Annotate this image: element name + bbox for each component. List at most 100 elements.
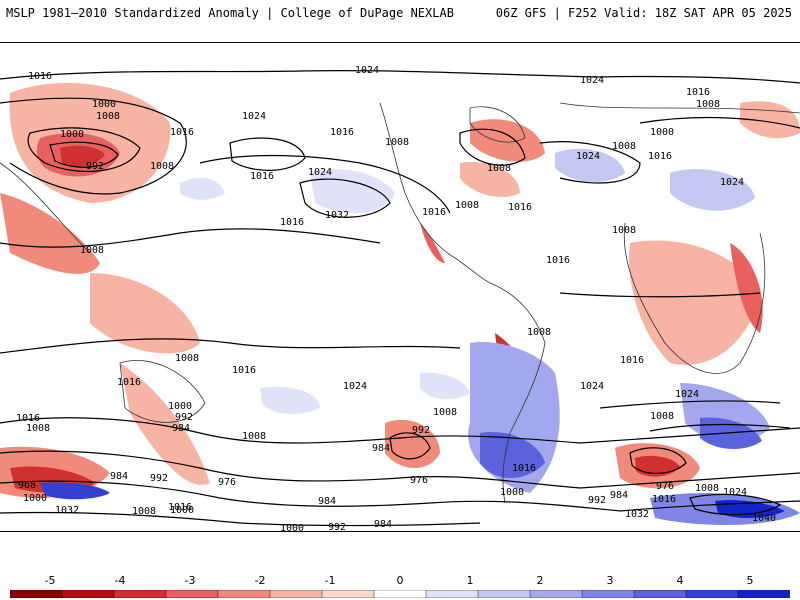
- isobar-labels: 1016 1024 1024 1000 1008 1000 992 1008 1…: [16, 65, 776, 531]
- label-976-so-3: 976: [656, 481, 674, 492]
- label-1000-so-3: 1000: [23, 493, 47, 504]
- label-1008-ea-3: 1008: [612, 225, 636, 236]
- anomaly-neg-core-2: [60, 145, 105, 167]
- label-1016-ul: 1016: [170, 127, 194, 138]
- label-1032-so-2: 1032: [625, 509, 649, 520]
- label-1008-na-2: 1008: [487, 163, 511, 174]
- anomaly-neg-south-atlantic-core: [635, 455, 680, 477]
- label-1024-ea-2: 1024: [720, 177, 744, 188]
- label-1008-np: 1008: [385, 137, 409, 148]
- label-1024-top-right: 1024: [580, 75, 604, 86]
- label-1000-so-2: 1000: [170, 505, 194, 516]
- isobar-21: [599, 400, 781, 409]
- label-992-so-1: 992: [175, 412, 193, 423]
- map-canvas: 1016 1024 1024 1000 1008 1000 992 1008 1…: [0, 65, 800, 531]
- label-1008-sm-1: 1008: [26, 423, 50, 434]
- label-1016-so-2: 1016: [512, 463, 536, 474]
- isobar-2: [0, 97, 187, 195]
- label-1016-ea-1: 1016: [648, 151, 672, 162]
- label-968-so: 968: [18, 480, 36, 491]
- label-1000-so-5: 1000: [500, 487, 524, 498]
- label-1008-so-2: 1008: [132, 506, 156, 517]
- colorbar-tick-neg4: -4: [114, 574, 126, 587]
- colorbar-tick-1: 1: [466, 574, 474, 587]
- colorbar-segment: [477, 590, 531, 598]
- label-1024-so: 1024: [723, 487, 747, 498]
- label-976-so-1: 976: [218, 477, 236, 488]
- label-1008-tr-2: 1008: [175, 353, 199, 364]
- label-1016-tr-2: 1016: [546, 255, 570, 266]
- anomaly-pos-sw-blue: [40, 482, 110, 500]
- label-1024-np-1: 1024: [242, 111, 266, 122]
- label-1016-np-2: 1016: [330, 127, 354, 138]
- label-1024-ea-1: 1024: [576, 151, 600, 162]
- isobar-7: [199, 154, 451, 214]
- label-1016-ea-2: 1016: [686, 87, 710, 98]
- label-1016-top-left: 1016: [28, 71, 52, 82]
- label-1008-sm-3: 1008: [650, 411, 674, 422]
- colorbar-tick-neg5: -5: [44, 574, 56, 587]
- label-1024-top-mid: 1024: [355, 65, 379, 76]
- colorbar-tick-4: 4: [676, 574, 684, 587]
- isobar-20: [459, 128, 526, 166]
- colorbar-segment: [633, 590, 687, 598]
- colorbar-tick-neg1: -1: [324, 574, 336, 587]
- valid-time: 06Z GFS | F252 Valid: 18Z SAT APR 05 202…: [495, 6, 792, 20]
- isobar-6: [299, 178, 391, 218]
- coastlines: [0, 102, 800, 504]
- coast-africa: [623, 222, 766, 374]
- label-1016-sm-4: 1016: [620, 355, 644, 366]
- label-1000-ul-2: 1000: [60, 129, 84, 140]
- label-1008-ea-2: 1008: [696, 99, 720, 110]
- isobar-15: [629, 447, 687, 474]
- anomaly-neg-east-africa: [730, 243, 763, 333]
- label-1024-np-2: 1024: [308, 167, 332, 178]
- label-1008-sm-2: 1008: [433, 407, 457, 418]
- colorbar-segment: [685, 590, 739, 598]
- coast-south-america: [489, 282, 546, 504]
- label-992-so-5: 992: [588, 495, 606, 506]
- coast-greenland: [469, 106, 526, 143]
- colorbar-segment: [217, 590, 271, 598]
- colorbar-segment: [10, 590, 63, 598]
- anomaly-neg-greenland: [470, 119, 545, 162]
- label-992-so-3: 992: [412, 425, 430, 436]
- label-984-so-4: 984: [318, 496, 336, 507]
- isobars: [0, 70, 800, 527]
- label-984-so-5: 984: [374, 519, 392, 530]
- label-1016-na-1: 1016: [422, 207, 446, 218]
- isobar-22: [649, 423, 791, 432]
- label-1032-so-1: 1032: [55, 505, 79, 516]
- label-992-so-2: 992: [150, 473, 168, 484]
- colorbar-tick-5: 5: [746, 574, 754, 587]
- anomaly-neg-africa: [629, 240, 760, 365]
- colorbar-segment: [269, 590, 323, 598]
- label-1000-so-4: 1000: [280, 523, 304, 531]
- label-984-so-6: 984: [610, 490, 628, 501]
- colorbar-segment: [61, 590, 115, 598]
- anomaly-pos-aleutian: [180, 177, 225, 200]
- isobar-18: [639, 116, 800, 129]
- label-1008-so-1: 1008: [242, 431, 266, 442]
- anomaly-pos-pacific-mid2: [420, 372, 470, 400]
- isobar-1: [0, 70, 800, 84]
- label-984-so-2: 984: [110, 471, 128, 482]
- isobar-13: [0, 511, 481, 527]
- label-1016-np-1: 1016: [250, 171, 274, 182]
- colorbar-segment: [581, 590, 635, 598]
- colorbar-tick-3: 3: [606, 574, 614, 587]
- label-1024-sm-3: 1024: [675, 389, 699, 400]
- anomaly-neg-australia: [120, 363, 210, 485]
- label-1016-so-1: 1016: [168, 502, 192, 513]
- label-1000-ul-1: 1000: [92, 99, 116, 110]
- anomaly-neg-indonesia: [90, 273, 200, 354]
- colorbar-segment: [165, 590, 219, 598]
- anomaly-pos-north-pacific: [310, 169, 395, 214]
- anomaly-neg-europe: [460, 162, 520, 198]
- label-1016-tr-1: 1016: [280, 217, 304, 228]
- label-1032-np: 1032: [325, 210, 349, 221]
- label-1016-sm-3: 1016: [16, 413, 40, 424]
- label-1016-na-2: 1016: [508, 202, 532, 213]
- label-984-so-3: 984: [372, 443, 390, 454]
- colorbar-segment: [529, 590, 583, 598]
